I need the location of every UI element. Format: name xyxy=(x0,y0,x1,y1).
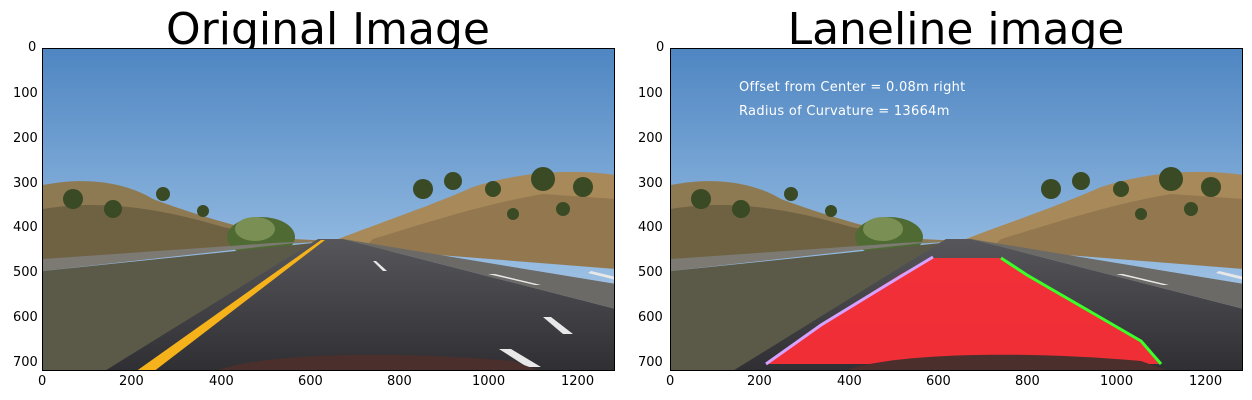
x-tick-label: 400 xyxy=(209,374,234,389)
x-tick-label: 1200 xyxy=(1189,374,1223,389)
radius-of-curvature-text: Radius of Curvature = 13664m xyxy=(739,104,950,119)
y-tick-label: 400 xyxy=(13,220,38,235)
x-tick-label: 400 xyxy=(837,374,862,389)
y-tick-label: 500 xyxy=(638,265,663,280)
original-image xyxy=(42,48,615,371)
road-scene-with-lane xyxy=(671,49,1242,370)
y-tick-label: 0 xyxy=(656,40,665,55)
y-tick-label: 200 xyxy=(13,131,38,146)
offset-from-center-text: Offset from Center = 0.08m right xyxy=(739,80,966,95)
y-tick-label: 300 xyxy=(638,176,663,191)
trees xyxy=(63,167,593,220)
y-tick-label: 700 xyxy=(13,355,38,370)
x-tick-label: 1000 xyxy=(472,374,506,389)
laneline-image: Offset from Center = 0.08m right Radius … xyxy=(670,48,1243,371)
x-tick-label: 200 xyxy=(119,374,144,389)
right-lane-line xyxy=(1000,256,1163,365)
y-tick-label: 100 xyxy=(638,86,663,101)
y-tick-label: 500 xyxy=(13,265,38,280)
y-tick-label: 400 xyxy=(638,220,663,235)
road-scene xyxy=(43,49,614,370)
y-tick-label: 0 xyxy=(28,40,37,55)
x-tick-label: 200 xyxy=(747,374,772,389)
x-tick-label: 800 xyxy=(387,374,412,389)
x-tick-label: 600 xyxy=(298,374,323,389)
x-tick-label: 800 xyxy=(1015,374,1040,389)
left-lane-line xyxy=(765,255,934,366)
x-tick-label: 0 xyxy=(666,374,675,389)
x-tick-label: 600 xyxy=(926,374,951,389)
panel-title: Laneline image xyxy=(787,4,1125,55)
panel-title: Original Image xyxy=(166,4,490,55)
white-dashes xyxy=(373,261,614,367)
yellow-lane-line xyxy=(137,240,325,370)
car-hood xyxy=(218,354,538,370)
original-image-panel: Original Image xyxy=(13,4,615,389)
y-tick-label: 600 xyxy=(13,310,38,325)
x-tick-label: 1200 xyxy=(561,374,595,389)
y-tick-label: 200 xyxy=(638,131,663,146)
laneline-image-panel: Laneline image xyxy=(626,0,1252,400)
y-tick-label: 700 xyxy=(638,355,663,370)
x-tick-label: 0 xyxy=(38,374,47,389)
y-tick-label: 100 xyxy=(13,86,38,101)
x-tick-label: 1000 xyxy=(1100,374,1134,389)
lane-area xyxy=(766,258,1161,364)
y-tick-label: 300 xyxy=(13,176,38,191)
y-tick-label: 600 xyxy=(638,310,663,325)
